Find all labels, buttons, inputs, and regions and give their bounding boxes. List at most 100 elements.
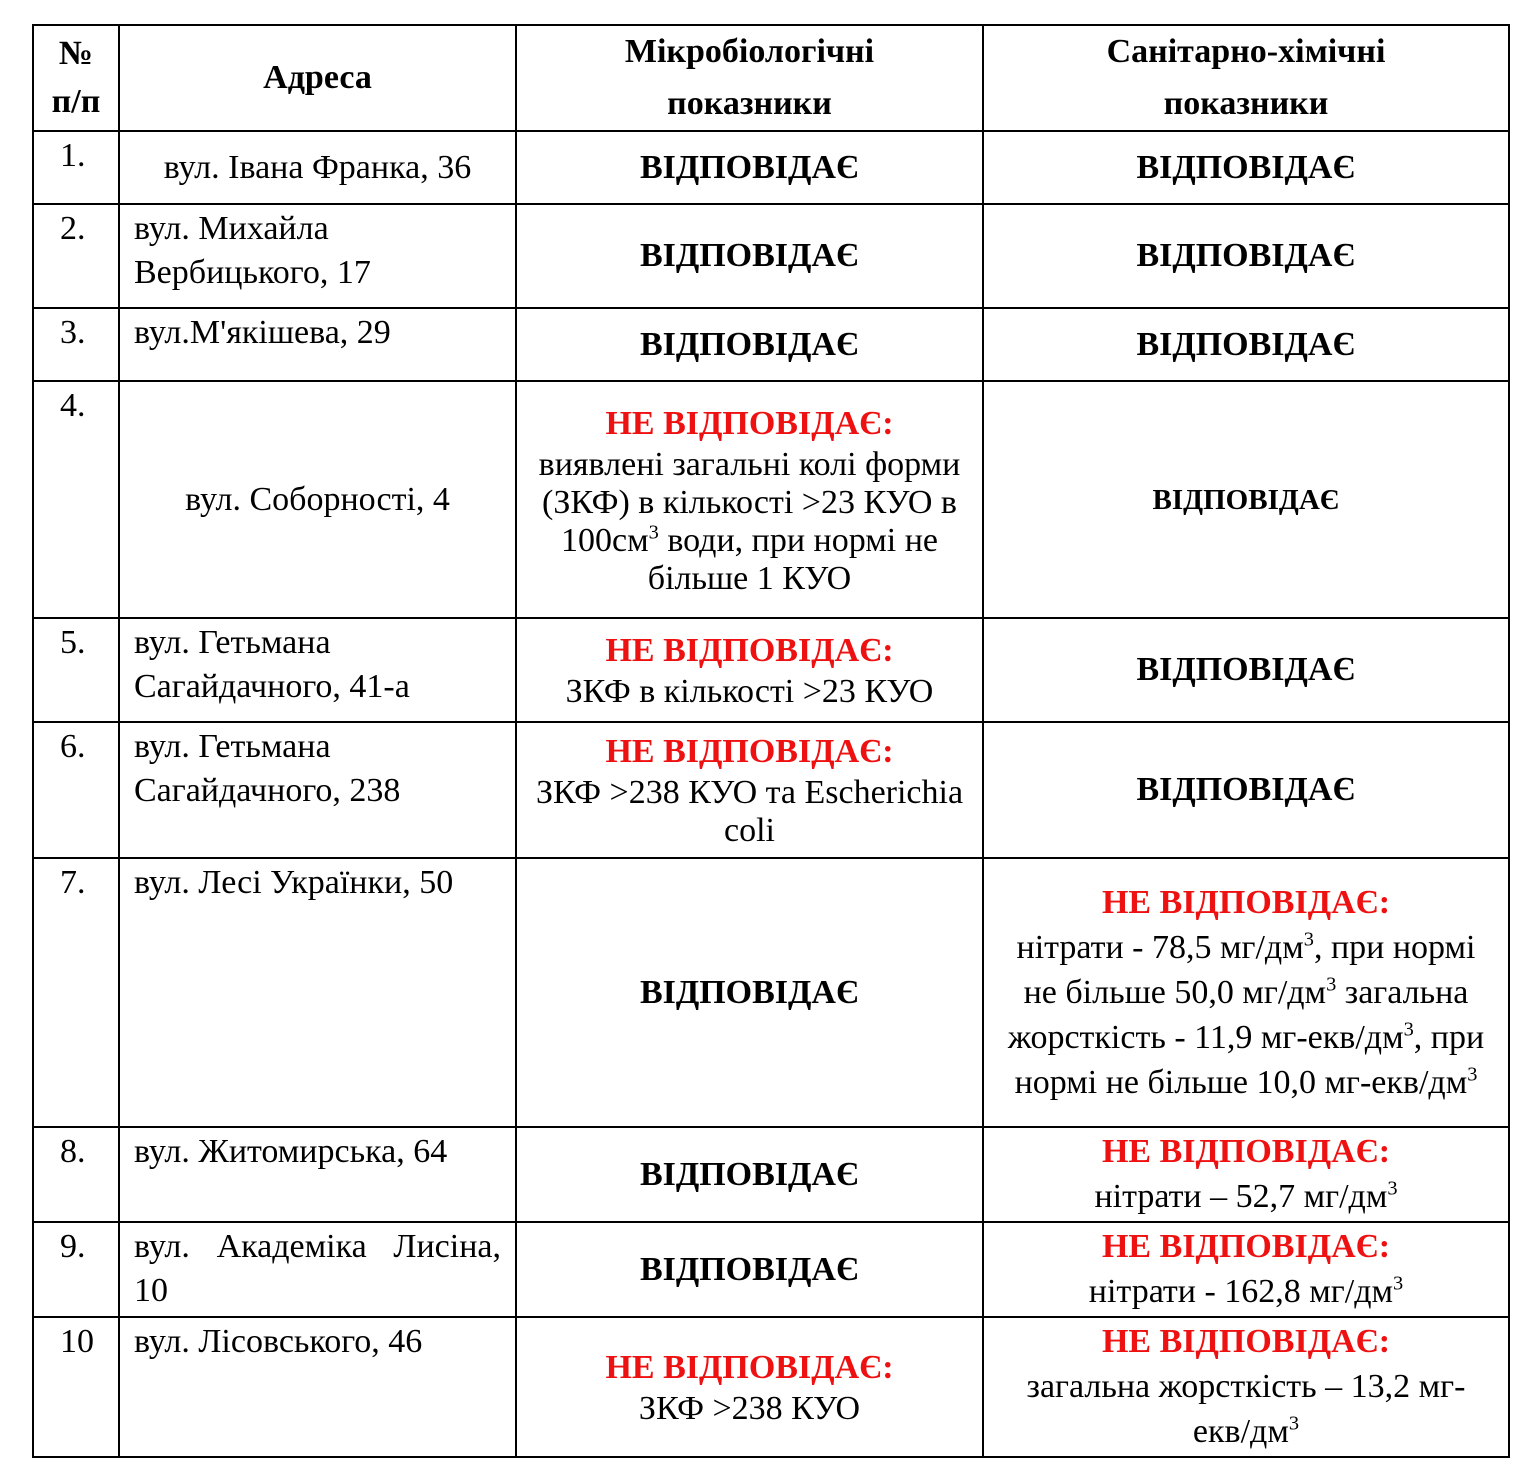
compliant-status: ВІДПОВІДАЄ: [1136, 771, 1356, 808]
detail-text: ЗКФ >238 КУО та Escherichia coli: [535, 774, 964, 849]
sanitary-chemical-cell: НЕ ВІДПОВІДАЄ: нітрати - 78,5 мг/дм3, при…: [982, 857, 1510, 1128]
sanitary-chemical-cell: ВІДПОВІДАЄ: [982, 380, 1510, 619]
microbiological-cell: ВІДПОВІДАЄ: [515, 203, 984, 309]
non-compliant-status: НЕ ВІДПОВІДАЄ:: [605, 404, 894, 442]
non-compliant-status: НЕ ВІДПОВІДАЄ:: [605, 632, 894, 669]
table-row: 3. вул.М'якішева, 29 ВІДПОВІДАЄ ВІДПОВІДАЄ: [32, 307, 1510, 382]
address-cell: вул. Гетьмана Сагайдачного, 41-а: [118, 617, 517, 723]
table-row: 10 вул. Лісовського, 46 НЕ ВІДПОВІДАЄ: ЗКФ …: [32, 1316, 1510, 1458]
address-cell: вул.М'якішева, 29: [118, 307, 517, 382]
sanitary-chemical-cell: ВІДПОВІДАЄ: [982, 617, 1510, 723]
header-address: Адреса: [118, 24, 517, 132]
microbiological-cell: НЕ ВІДПОВІДАЄ: ЗКФ в кількості >23 КУО: [515, 617, 984, 723]
status-detail: нітрати – 52,7 мг/дм3: [998, 1174, 1494, 1219]
non-compliant-status: НЕ ВІДПОВІДАЄ:: [1101, 1323, 1391, 1360]
microbiological-cell: ВІДПОВІДАЄ: [515, 857, 984, 1128]
superscript: 3: [1326, 973, 1337, 996]
microbiological-cell: НЕ ВІДПОВІДАЄ: виявлені загальні колі фор…: [515, 380, 984, 619]
microbiological-cell: ВІДПОВІДАЄ: [515, 1126, 984, 1223]
superscript: 3: [1467, 1063, 1478, 1086]
compliant-status: ВІДПОВІДАЄ: [1136, 237, 1356, 274]
microbiological-cell: ВІДПОВІДАЄ: [515, 307, 984, 382]
table-row: 1. вул. Івана Франка, 36 ВІДПОВІДАЄ ВІДПОВІ…: [32, 130, 1510, 205]
status-detail: нітрати - 78,5 мг/дм3, при нормі не біль…: [998, 925, 1494, 1105]
superscript: 3: [1393, 1272, 1404, 1295]
sanitary-chemical-cell: ВІДПОВІДАЄ: [982, 307, 1510, 382]
row-number: 7.: [32, 857, 120, 1128]
compliant-status: ВІДПОВІДАЄ: [639, 325, 860, 363]
address-cell: вул. Лісовського, 46: [118, 1316, 517, 1458]
compliant-status: ВІДПОВІДАЄ: [1152, 483, 1340, 516]
table-row: 7. вул. Лесі Українки, 50 ВІДПОВІДАЄ НЕ ВІД…: [32, 857, 1510, 1128]
non-compliant-status: НЕ ВІДПОВІДАЄ:: [1101, 883, 1391, 921]
row-number: 9.: [32, 1221, 120, 1318]
row-number: 10: [32, 1316, 120, 1458]
header-row: № п/п Адреса Мікробіологічні показники С…: [32, 24, 1510, 132]
header-number: № п/п: [32, 24, 120, 132]
status-detail: ЗКФ >238 КУО: [531, 1390, 968, 1428]
superscript: 3: [648, 521, 659, 544]
status-detail: виявлені загальні колі форми (ЗКФ) в кіл…: [531, 446, 968, 598]
detail-text: загальна жорсткість – 13,2 мг-екв/дм: [1026, 1368, 1466, 1450]
non-compliant-status: НЕ ВІДПОВІДАЄ:: [605, 1349, 894, 1386]
sanitary-chemical-cell: ВІДПОВІДАЄ: [982, 130, 1510, 205]
compliant-status: ВІДПОВІДАЄ: [1136, 148, 1356, 186]
table-row: 9. вул. Академіка Лисіна, 10 ВІДПОВІДАЄ НЕ …: [32, 1221, 1510, 1318]
header-number-text: № п/п: [51, 35, 101, 120]
detail-text: загальна жорсткість - 11,9 мг-екв/дм: [1007, 973, 1469, 1056]
status-detail: ЗКФ в кількості >23 КУО: [531, 673, 968, 711]
compliant-status: ВІДПОВІДАЄ: [639, 148, 860, 186]
compliant-status: ВІДПОВІДАЄ: [1136, 651, 1356, 688]
microbiological-cell: ВІДПОВІДАЄ: [515, 130, 984, 205]
address-cell: вул. Житомирська, 64: [118, 1126, 517, 1223]
detail-text: нітрати - 162,8 мг/дм: [1088, 1273, 1394, 1310]
microbiological-cell: НЕ ВІДПОВІДАЄ: ЗКФ >238 КУО: [515, 1316, 984, 1458]
compliant-status: ВІДПОВІДАЄ: [639, 1250, 860, 1288]
sanitary-chemical-cell: ВІДПОВІДАЄ: [982, 721, 1510, 859]
row-number: 1.: [32, 130, 120, 205]
row-number: 6.: [32, 721, 120, 859]
superscript: 3: [1403, 1018, 1414, 1041]
table-row: 5. вул. Гетьмана Сагайдачного, 41-а НЕ ВІД…: [32, 617, 1510, 723]
detail-text: ЗКФ >238 КУО: [638, 1390, 861, 1427]
non-compliant-status: НЕ ВІДПОВІДАЄ:: [1101, 1133, 1391, 1170]
detail-text: виявлені загальні колі форми (ЗКФ) в кіл…: [538, 445, 961, 559]
sanitary-chemical-cell: ВІДПОВІДАЄ: [982, 203, 1510, 309]
detail-text: води, при нормі не більше 1 КУО: [647, 521, 938, 597]
compliant-status: ВІДПОВІДАЄ: [1136, 325, 1356, 363]
row-number: 8.: [32, 1126, 120, 1223]
status-detail: ЗКФ >238 КУО та Escherichia coli: [531, 774, 968, 850]
compliant-status: ВІДПОВІДАЄ: [639, 973, 860, 1011]
address-cell: вул. Михайла Вербицького, 17: [118, 203, 517, 309]
non-compliant-status: НЕ ВІДПОВІДАЄ:: [605, 733, 894, 770]
detail-text: , при нормі не більше 10,0 мг-екв/дм: [1014, 1018, 1485, 1101]
sanitary-chemical-cell: НЕ ВІДПОВІДАЄ: нітрати – 52,7 мг/дм3: [982, 1126, 1510, 1223]
status-detail: нітрати - 162,8 мг/дм3: [998, 1269, 1494, 1314]
compliant-status: ВІДПОВІДАЄ: [639, 237, 860, 274]
address-cell: вул. Івана Франка, 36: [118, 130, 517, 205]
sanitary-chemical-cell: НЕ ВІДПОВІДАЄ: загальна жорсткість – 13,2…: [982, 1316, 1510, 1458]
compliant-status: ВІДПОВІДАЄ: [639, 1155, 860, 1193]
detail-text: нітрати – 52,7 мг/дм: [1094, 1178, 1388, 1215]
header-sanitary-chemical: Санітарно-хімічні показники: [982, 24, 1510, 132]
address-cell: вул. Академіка Лисіна, 10: [118, 1221, 517, 1318]
table-row: 4. вул. Соборності, 4 НЕ ВІДПОВІДАЄ: виявле…: [32, 380, 1510, 619]
detail-text: нітрати - 78,5 мг/дм: [1016, 928, 1304, 966]
microbiological-cell: НЕ ВІДПОВІДАЄ: ЗКФ >238 КУО та Escherichi…: [515, 721, 984, 859]
superscript: 3: [1387, 1177, 1398, 1200]
detail-text: ЗКФ в кількості >23 КУО: [565, 673, 934, 710]
table-row: 6. вул. Гетьмана Сагайдачного, 238 НЕ ВІДП…: [32, 721, 1510, 859]
detail-text: , при нормі не більше 50,0 мг/дм: [1023, 928, 1476, 1011]
table-row: 2. вул. Михайла Вербицького, 17 ВІДПОВІДАЄ…: [32, 203, 1510, 309]
address-cell: вул. Лесі Українки, 50: [118, 857, 517, 1128]
water-quality-table: № п/п Адреса Мікробіологічні показники С…: [32, 24, 1510, 1458]
table-row: 8. вул. Житомирська, 64 ВІДПОВІДАЄ НЕ ВІДПО…: [32, 1126, 1510, 1223]
row-number: 4.: [32, 380, 120, 619]
non-compliant-status: НЕ ВІДПОВІДАЄ:: [1101, 1228, 1391, 1265]
row-number: 2.: [32, 203, 120, 309]
header-microbiological: Мікробіологічні показники: [515, 24, 984, 132]
superscript: 3: [1288, 1412, 1300, 1435]
microbiological-cell: ВІДПОВІДАЄ: [515, 1221, 984, 1318]
superscript: 3: [1303, 928, 1314, 951]
sanitary-chemical-cell: НЕ ВІДПОВІДАЄ: нітрати - 162,8 мг/дм3: [982, 1221, 1510, 1318]
